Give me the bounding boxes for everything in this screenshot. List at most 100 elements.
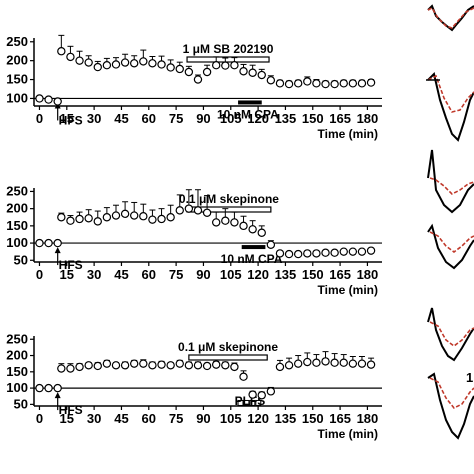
x-tick-label: 30 bbox=[87, 411, 101, 426]
x-tick-label: 105 bbox=[220, 267, 242, 282]
cpa-label: 10 nM CPA bbox=[217, 107, 279, 121]
data-point bbox=[139, 57, 148, 66]
data-point bbox=[230, 362, 239, 372]
data-point bbox=[75, 56, 84, 65]
data-point bbox=[239, 221, 248, 231]
x-axis-title: Time (min) bbox=[318, 427, 378, 441]
data-point bbox=[66, 52, 75, 62]
trace-red bbox=[429, 231, 474, 253]
y-tick-label: 150 bbox=[6, 218, 28, 233]
hfs-label: HFS bbox=[59, 113, 83, 127]
y-tick-label: 250 bbox=[6, 34, 28, 49]
data-point bbox=[93, 217, 102, 226]
data-point bbox=[303, 77, 312, 86]
x-tick-label: 180 bbox=[357, 267, 379, 282]
data-point bbox=[184, 204, 194, 213]
x-tick-label: 15 bbox=[60, 267, 74, 282]
data-point bbox=[35, 238, 44, 248]
data-point bbox=[266, 387, 276, 396]
y-tick-label: 200 bbox=[6, 348, 28, 363]
data-point bbox=[321, 248, 330, 257]
data-point bbox=[66, 216, 75, 225]
data-point bbox=[221, 61, 230, 70]
plfs-stim-block bbox=[243, 399, 250, 406]
data-point bbox=[157, 360, 166, 369]
data-point bbox=[102, 359, 112, 368]
hfs-label: HFS bbox=[59, 403, 83, 417]
data-point bbox=[120, 361, 130, 370]
panel-middle: 50 100 150 200 250 0 15 30 45 60 75 90 105 120 135 150 1… bbox=[6, 183, 382, 297]
x-tick-label: 15 bbox=[60, 411, 74, 426]
x-tick-label: 120 bbox=[247, 411, 269, 426]
data-point bbox=[275, 79, 285, 88]
data-point bbox=[321, 79, 330, 89]
hfs-label: HFS bbox=[59, 258, 83, 272]
y-tick-label: 200 bbox=[6, 201, 28, 216]
data-point bbox=[257, 391, 266, 400]
data-point bbox=[193, 206, 203, 215]
data-point bbox=[111, 60, 121, 69]
data-point bbox=[348, 359, 358, 368]
plfs-label: PLFS bbox=[235, 394, 266, 408]
y-tick-label: 150 bbox=[6, 72, 28, 87]
data-point bbox=[148, 215, 157, 224]
data-point bbox=[57, 364, 66, 373]
data-point bbox=[293, 359, 303, 368]
data-point bbox=[366, 246, 376, 255]
x-tick-label: 135 bbox=[275, 267, 297, 282]
hfs-arrow-head bbox=[54, 247, 61, 254]
data-point bbox=[293, 249, 303, 259]
data-point bbox=[284, 249, 294, 259]
data-point bbox=[157, 214, 166, 224]
data-point bbox=[211, 360, 221, 369]
data-point bbox=[239, 372, 248, 381]
x-tick-label: 30 bbox=[87, 267, 101, 282]
data-point bbox=[202, 208, 212, 217]
plfs-stim-block bbox=[237, 399, 244, 406]
y-tick-label: 100 bbox=[6, 235, 28, 250]
x-tick-label: 90 bbox=[196, 411, 210, 426]
x-tick-label: 0 bbox=[36, 411, 43, 426]
data-point bbox=[348, 79, 358, 88]
data-point bbox=[102, 213, 112, 222]
trace-panel-top-1 bbox=[427, 4, 474, 32]
data-point bbox=[348, 247, 358, 256]
data-point bbox=[357, 247, 367, 256]
data-point bbox=[339, 79, 348, 88]
panel-top: 100 150 200 250 0 15 30 45 60 75 90 105 120 135 150 165… bbox=[6, 34, 382, 141]
data-point bbox=[257, 70, 266, 80]
data-point bbox=[257, 228, 266, 237]
y-tick-label: 200 bbox=[6, 53, 28, 68]
x-tick-label: 150 bbox=[302, 111, 324, 126]
x-tick-label: 135 bbox=[275, 111, 297, 126]
data-point bbox=[248, 68, 257, 77]
y-tick-label: 50 bbox=[14, 396, 28, 411]
cpa-bar bbox=[241, 245, 266, 250]
data-point bbox=[166, 361, 175, 370]
data-point bbox=[211, 218, 221, 227]
data-point bbox=[339, 247, 348, 256]
x-tick-label: 150 bbox=[302, 411, 324, 426]
data-point bbox=[248, 225, 257, 234]
data-point bbox=[53, 383, 62, 393]
x-tick-label: 45 bbox=[114, 411, 128, 426]
x-tick-label: 165 bbox=[329, 267, 351, 282]
data-point bbox=[239, 67, 248, 76]
trace-panel-bottom-1 bbox=[427, 307, 474, 362]
data-point bbox=[193, 75, 203, 84]
x-tick-label: 0 bbox=[36, 267, 43, 282]
cpa-label: 10 nM CPA bbox=[221, 252, 283, 266]
data-point bbox=[221, 216, 230, 225]
data-point bbox=[357, 79, 367, 88]
x-tick-label: 165 bbox=[329, 411, 351, 426]
data-point bbox=[330, 248, 339, 257]
data-point bbox=[93, 361, 102, 371]
trace-black bbox=[427, 372, 474, 440]
data-point bbox=[230, 218, 239, 227]
data-point bbox=[35, 94, 44, 103]
trace-red bbox=[429, 177, 474, 195]
data-point bbox=[312, 249, 321, 258]
x-tick-label: 165 bbox=[329, 111, 351, 126]
cpa-bar bbox=[238, 100, 262, 105]
drug-application-bar bbox=[188, 354, 268, 361]
